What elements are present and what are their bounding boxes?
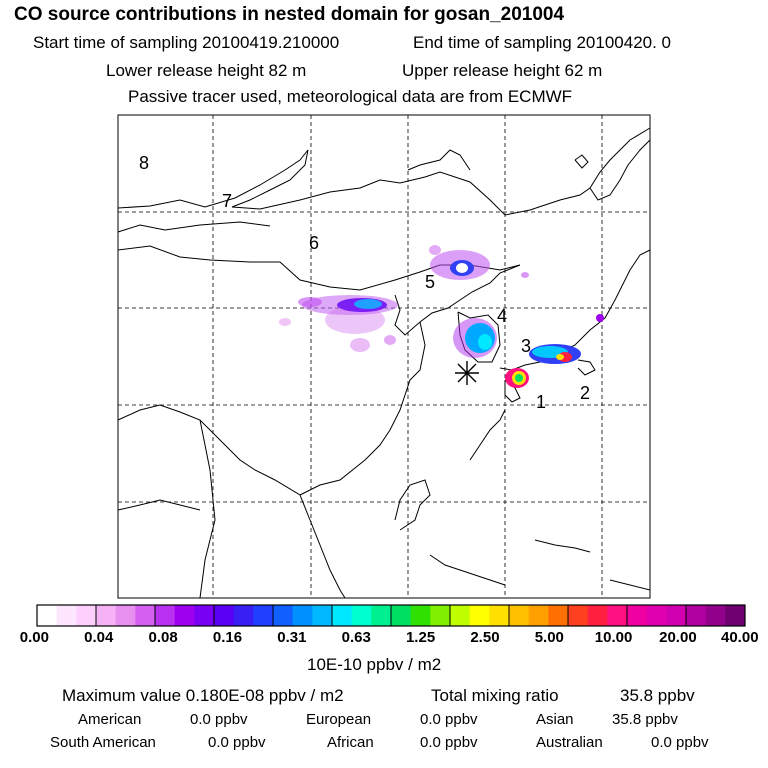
region-label-2: 2	[580, 383, 591, 403]
plot-title: CO source contributions in nested domain…	[14, 4, 565, 25]
colorbar-unit: 10E-10 ppbv / m2	[307, 655, 442, 674]
colorbar-swatch	[548, 605, 569, 626]
colorbar-swatch	[646, 605, 667, 626]
colorbar-swatch	[489, 605, 510, 626]
colorbar-swatch	[607, 605, 628, 626]
colorbar-swatch	[214, 605, 235, 626]
lower-release-label: Lower release height 82 m	[106, 61, 307, 80]
colorbar-tick-label: 1.25	[405, 629, 436, 646]
colorbar-swatch	[37, 605, 58, 626]
color-scale-bar	[36, 604, 746, 627]
colorbar-tick-label: 0.04	[84, 629, 114, 646]
colorbar-swatch	[371, 605, 392, 626]
colorbar-tick-label: 0.31	[277, 629, 307, 646]
colorbar-swatch	[174, 605, 195, 626]
australian-label: Australian	[536, 734, 603, 751]
maximum-value: Maximum value 0.180E-08 ppbv / m2	[62, 686, 344, 705]
tracer-note: Passive tracer used, meteorological data…	[128, 87, 573, 106]
colorbar-swatch	[686, 605, 707, 626]
colorbar-swatch	[351, 605, 372, 626]
colorbar-swatch	[509, 605, 530, 626]
american-value: 0.0 ppbv	[190, 711, 248, 728]
colorbar-tick-label: 0.00	[19, 629, 49, 646]
colorbar-swatch	[194, 605, 215, 626]
european-value: 0.0 ppbv	[420, 711, 478, 728]
total-mixing-ratio-label: Total mixing ratio	[431, 686, 559, 705]
colorbar-swatch	[155, 605, 176, 626]
colorbar-swatch	[705, 605, 726, 626]
start-time-label: Start time of sampling 20100419.210000	[33, 33, 340, 52]
region-label-6: 6	[309, 233, 320, 253]
colorbar-swatch	[627, 605, 648, 626]
end-time-label: End time of sampling 20100420. 0	[413, 33, 672, 52]
colorbar-tick-label: 20.00	[659, 629, 697, 646]
colorbar-swatch	[391, 605, 412, 626]
tracer-plume	[279, 245, 604, 388]
colorbar-swatch	[587, 605, 608, 626]
colorbar-swatch	[76, 605, 97, 626]
region-label-1: 1	[536, 392, 547, 412]
colorbar-swatch	[332, 605, 353, 626]
colorbar-tick-label: 2.50	[470, 629, 500, 646]
asian-value: 35.8 ppbv	[612, 711, 678, 728]
colorbar-swatch	[469, 605, 490, 626]
colorbar-tick-label: 0.08	[148, 629, 178, 646]
australian-value: 0.0 ppbv	[651, 734, 709, 751]
coastlines-and-borders	[117, 127, 651, 599]
colorbar-swatch	[312, 605, 333, 626]
total-mixing-ratio-value: 35.8 ppbv	[620, 686, 695, 705]
south-american-label: South American	[50, 734, 156, 751]
american-label: American	[78, 711, 142, 728]
region-label-8: 8	[139, 153, 150, 173]
receptor-marker	[455, 361, 479, 385]
region-label-4: 4	[497, 306, 508, 326]
south-american-value: 0.0 ppbv	[208, 734, 266, 751]
colorbar-swatch	[56, 605, 77, 626]
colorbar-swatch	[233, 605, 254, 626]
colorbar-tick-label: 10.00	[594, 629, 633, 646]
region-label-3: 3	[521, 336, 532, 356]
colorbar-swatch	[253, 605, 274, 626]
colorbar-swatch	[410, 605, 431, 626]
colorbar-swatch	[273, 605, 294, 626]
colorbar-swatch	[430, 605, 451, 626]
colorbar-swatch	[135, 605, 156, 626]
african-value: 0.0 ppbv	[420, 734, 478, 751]
colorbar-swatch	[528, 605, 549, 626]
region-label-7: 7	[222, 191, 233, 211]
colorbar-swatch	[666, 605, 687, 626]
colorbar-swatch	[568, 605, 589, 626]
asian-label: Asian	[536, 711, 574, 728]
european-label: European	[306, 711, 372, 728]
colorbar-swatch	[115, 605, 136, 626]
colorbar-tick-label: 5.00	[534, 629, 564, 646]
african-label: African	[327, 734, 374, 751]
colorbar-tick-label: 0.16	[212, 629, 243, 646]
colorbar-swatch	[450, 605, 471, 626]
colorbar-swatch	[725, 605, 746, 626]
upper-release-label: Upper release height 62 m	[402, 61, 603, 80]
region-label-5: 5	[425, 272, 436, 292]
colorbar-tick-label: 0.63	[341, 629, 371, 646]
colorbar-tick-label: 40.00	[721, 629, 759, 646]
colorbar-swatch	[96, 605, 117, 626]
colorbar-swatch	[292, 605, 313, 626]
